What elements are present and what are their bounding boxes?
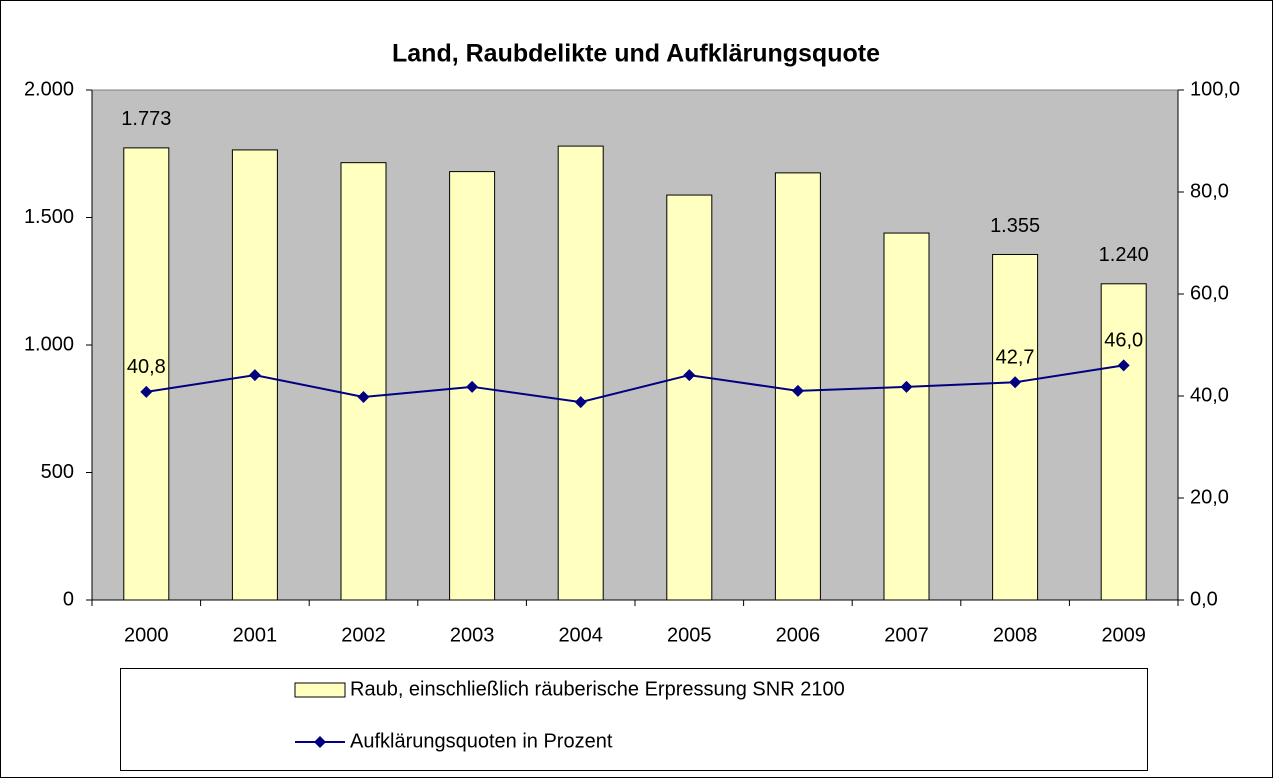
- marker: [466, 380, 479, 393]
- data-label: 42,7: [996, 347, 1035, 369]
- x-tick-label: 2009: [1101, 624, 1146, 646]
- legend-label: Aufklärungsquoten in Prozent: [350, 730, 613, 752]
- y-tick-label: 1.000: [24, 333, 74, 355]
- bar: [340, 162, 387, 601]
- bar: [992, 253, 1039, 601]
- marker: [1009, 376, 1022, 389]
- legend-label: Raub, einschließlich räuberische Erpress…: [350, 678, 845, 700]
- marker: [683, 369, 696, 382]
- marker: [900, 380, 913, 393]
- y2-tick-label: 40,0: [1190, 384, 1229, 406]
- y-tick-label: 0: [63, 588, 74, 610]
- legend-marker: [314, 736, 326, 748]
- marker: [248, 369, 261, 382]
- data-label: 40,8: [127, 356, 166, 378]
- x-tick-label: 2004: [558, 624, 603, 646]
- x-tick-label: 2003: [450, 624, 495, 646]
- bar: [666, 194, 713, 601]
- marker: [357, 391, 370, 404]
- x-tick-label: 2007: [884, 624, 929, 646]
- line: [146, 364, 1124, 404]
- data-label: 1.240: [1099, 244, 1149, 266]
- y-tick-label: 500: [41, 461, 74, 483]
- y-tick-label: 1.500: [24, 206, 74, 228]
- y2-tick-label: 80,0: [1190, 180, 1229, 202]
- data-label: 1.773: [121, 108, 171, 130]
- legend-swatch: [294, 682, 346, 698]
- bar: [557, 145, 604, 601]
- marker: [1117, 359, 1130, 372]
- marker: [574, 396, 587, 409]
- x-tick-label: 2005: [667, 624, 712, 646]
- y-tick-label: 2.000: [24, 78, 74, 100]
- y2-tick-label: 0,0: [1190, 588, 1218, 610]
- data-label: 1.355: [990, 215, 1040, 237]
- bar: [123, 147, 170, 601]
- x-tick-label: 2000: [124, 624, 169, 646]
- x-tick-label: 2001: [233, 624, 278, 646]
- legend-box: [120, 668, 1148, 771]
- x-tick-label: 2002: [341, 624, 386, 646]
- bar: [1100, 283, 1147, 601]
- bar: [883, 232, 930, 601]
- marker: [140, 385, 153, 398]
- y2-tick-label: 60,0: [1190, 282, 1229, 304]
- x-tick-label: 2008: [993, 624, 1038, 646]
- marker: [791, 384, 804, 397]
- data-label: 46,0: [1104, 330, 1143, 352]
- chart-title: Land, Raubdelikte und Aufklärungsquote: [392, 40, 880, 68]
- y2-tick-label: 100,0: [1190, 78, 1240, 100]
- y2-tick-label: 20,0: [1190, 486, 1229, 508]
- x-tick-label: 2006: [776, 624, 821, 646]
